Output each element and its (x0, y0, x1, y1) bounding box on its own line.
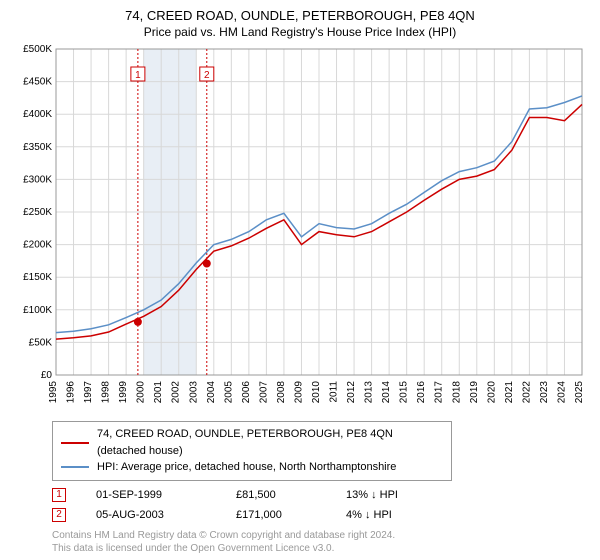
legend-label-property: 74, CREED ROAD, OUNDLE, PETERBOROUGH, PE… (97, 426, 443, 459)
event-delta: 4% ↓ HPI (346, 509, 456, 521)
svg-text:2008: 2008 (276, 381, 287, 404)
chart-title: 74, CREED ROAD, OUNDLE, PETERBOROUGH, PE… (12, 8, 588, 23)
footnote: Contains HM Land Registry data © Crown c… (52, 529, 588, 555)
svg-text:2000: 2000 (136, 381, 147, 404)
svg-text:2007: 2007 (258, 381, 269, 404)
svg-text:£450K: £450K (23, 77, 52, 88)
legend-swatch-property (61, 442, 89, 444)
svg-text:2003: 2003 (188, 381, 199, 404)
chart-area: £0 £50K £100K £150K £200K £250K £300K £350K £400… (12, 45, 588, 415)
event-delta: 13% ↓ HPI (346, 489, 456, 501)
svg-text:2005: 2005 (223, 381, 234, 404)
event-price: £81,500 (236, 489, 316, 501)
event-row: 2 05-AUG-2003 £171,000 4% ↓ HPI (52, 505, 588, 525)
svg-text:2004: 2004 (206, 381, 217, 404)
event-date: 05-AUG-2003 (96, 509, 206, 521)
svg-text:£100K: £100K (23, 305, 52, 316)
line-chart: £0 £50K £100K £150K £200K £250K £300K £350K £400… (12, 45, 588, 415)
event-list: 1 01-SEP-1999 £81,500 13% ↓ HPI 2 05-AUG-2003… (52, 485, 588, 525)
svg-text:£400K: £400K (23, 109, 52, 120)
event-row: 1 01-SEP-1999 £81,500 13% ↓ HPI (52, 485, 588, 505)
svg-text:1997: 1997 (83, 381, 94, 404)
svg-text:1999: 1999 (118, 381, 129, 404)
svg-text:2020: 2020 (486, 381, 497, 404)
svg-text:2001: 2001 (153, 381, 164, 404)
legend-swatch-hpi (61, 466, 89, 468)
svg-text:2012: 2012 (346, 381, 357, 404)
svg-text:1996: 1996 (66, 381, 77, 404)
svg-text:2010: 2010 (311, 381, 322, 404)
svg-text:£250K: £250K (23, 207, 52, 218)
svg-text:2019: 2019 (469, 381, 480, 404)
svg-text:2016: 2016 (416, 381, 427, 404)
legend-row-property: 74, CREED ROAD, OUNDLE, PETERBOROUGH, PE… (61, 426, 443, 459)
svg-text:2006: 2006 (241, 381, 252, 404)
legend-row-hpi: HPI: Average price, detached house, Nort… (61, 459, 443, 476)
svg-text:£50K: £50K (29, 337, 53, 348)
svg-text:2015: 2015 (399, 381, 410, 404)
legend-label-hpi: HPI: Average price, detached house, Nort… (97, 459, 396, 476)
event-price: £171,000 (236, 509, 316, 521)
svg-text:2011: 2011 (329, 381, 340, 403)
svg-text:1998: 1998 (101, 381, 112, 404)
svg-text:2009: 2009 (293, 381, 304, 404)
svg-text:£350K: £350K (23, 142, 52, 153)
svg-text:2023: 2023 (539, 381, 550, 404)
svg-text:2025: 2025 (574, 381, 585, 404)
footnote-line2: This data is licensed under the Open Gov… (52, 542, 588, 555)
svg-text:2014: 2014 (381, 381, 392, 404)
svg-text:2021: 2021 (504, 381, 515, 404)
svg-text:2018: 2018 (451, 381, 462, 404)
svg-text:£150K: £150K (23, 272, 52, 283)
svg-text:2024: 2024 (556, 381, 567, 404)
svg-text:£500K: £500K (23, 45, 52, 55)
svg-text:2013: 2013 (364, 381, 375, 404)
chart-subtitle: Price paid vs. HM Land Registry's House … (12, 25, 588, 39)
svg-text:£0: £0 (41, 370, 53, 381)
svg-text:£200K: £200K (23, 240, 52, 251)
svg-text:2017: 2017 (434, 381, 445, 404)
svg-text:2022: 2022 (521, 381, 532, 404)
svg-text:2: 2 (204, 70, 210, 81)
svg-text:2002: 2002 (171, 381, 182, 404)
footnote-line1: Contains HM Land Registry data © Crown c… (52, 529, 588, 542)
event-date: 01-SEP-1999 (96, 489, 206, 501)
event-marker: 1 (52, 488, 66, 502)
event-marker: 2 (52, 508, 66, 522)
chart-legend: 74, CREED ROAD, OUNDLE, PETERBOROUGH, PE… (52, 421, 452, 481)
svg-text:1: 1 (135, 70, 141, 81)
svg-text:£300K: £300K (23, 174, 52, 185)
svg-text:1995: 1995 (48, 381, 59, 404)
